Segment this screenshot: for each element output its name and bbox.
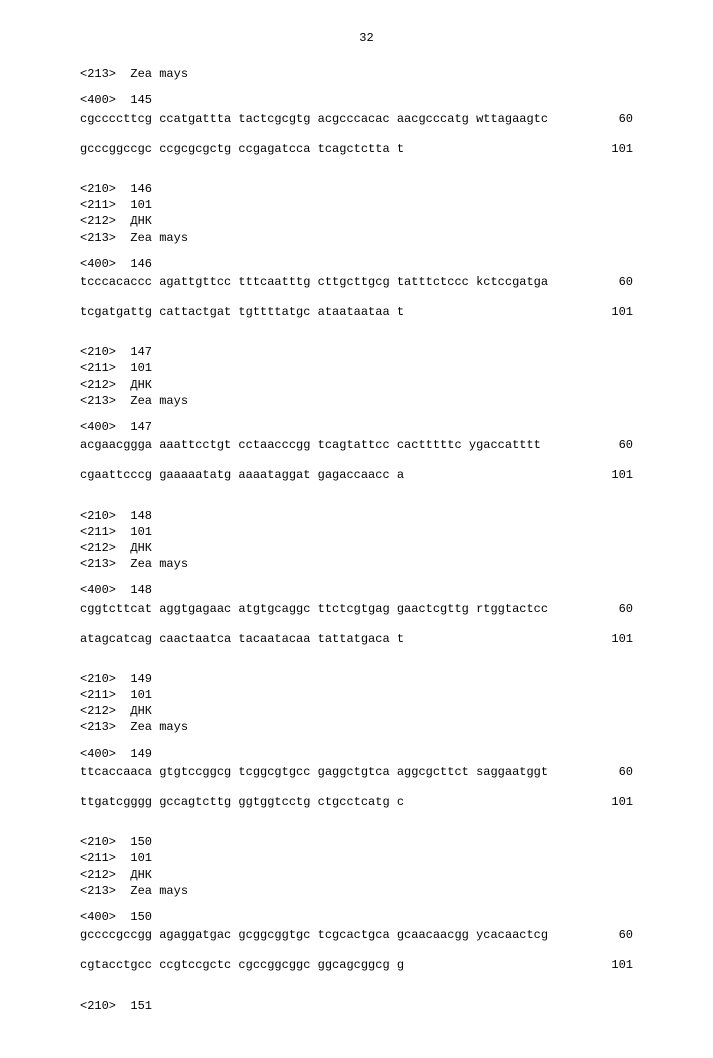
row-gap [80, 129, 653, 139]
sequence-position: 60 [619, 601, 633, 617]
sequence-row: cgccccttcg ccatgattta tactcgcgtg acgccca… [80, 111, 653, 127]
sequence-position: 101 [611, 467, 633, 483]
header-line: <213> Zea mays [80, 556, 653, 572]
sequence-position: 101 [611, 794, 633, 810]
sequence-entry: <210> 150<211> 101<212> ДНК<213> Zea may… [80, 834, 653, 973]
sequence-row: atagcatcag caactaatca tacaatacaa tattatg… [80, 631, 653, 647]
header-line: <210> 151 [80, 998, 653, 1014]
entry-header: <210> 150<211> 101<212> ДНК<213> Zea may… [80, 834, 653, 899]
header-line: <211> 101 [80, 850, 653, 866]
sequence-row: ttcaccaaca gtgtccggcg tcggcgtgcc gaggctg… [80, 764, 653, 780]
sequence-text: tcgatgattg cattactgat tgttttatgc ataataa… [80, 304, 404, 320]
page-container: 32 <213> Zea mays <400> 145 cgccccttcg cca… [0, 0, 713, 1058]
row-gap [80, 782, 653, 792]
sequence-listing: <213> Zea mays <400> 145 cgccccttcg ccatga… [80, 66, 653, 1014]
header-line: <212> ДНК [80, 213, 653, 229]
sequence-row: cggtcttcat aggtgagaac atgtgcaggc ttctcgt… [80, 601, 653, 617]
page-number: 32 [80, 30, 653, 46]
sequence-text: cgccccttcg ccatgattta tactcgcgtg acgccca… [80, 111, 548, 127]
sequence-text: cggtcttcat aggtgagaac atgtgcaggc ttctcgt… [80, 601, 548, 617]
sequence-position: 60 [619, 927, 633, 943]
header-line: <212> ДНК [80, 377, 653, 393]
header-line: <210> 146 [80, 181, 653, 197]
sequence-text: atagcatcag caactaatca tacaatacaa tattatg… [80, 631, 404, 647]
header-line: <210> 148 [80, 508, 653, 524]
entry-header: <210> 147<211> 101<212> ДНК<213> Zea may… [80, 344, 653, 409]
sequence-row: tcgatgattg cattactgat tgttttatgc ataataa… [80, 304, 653, 320]
sequence-row: gcccggccgc ccgcgcgctg ccgagatcca tcagctc… [80, 141, 653, 157]
sequence-text: gcccggccgc ccgcgcgctg ccgagatcca tcagctc… [80, 141, 404, 157]
header-line: <210> 149 [80, 671, 653, 687]
sequence-entry: <210> 149<211> 101<212> ДНК<213> Zea may… [80, 671, 653, 810]
sequence-entry: <210> 148<211> 101<212> ДНК<213> Zea may… [80, 508, 653, 647]
entry-header: <210> 148<211> 101<212> ДНК<213> Zea may… [80, 508, 653, 573]
header-line: <213> Zea mays [80, 393, 653, 409]
sequence-text: ttgatcgggg gccagtcttg ggtggtcctg ctgcctc… [80, 794, 404, 810]
sequence-row: cgaattcccg gaaaaatatg aaaataggat gagacca… [80, 467, 653, 483]
header-line: <210> 147 [80, 344, 653, 360]
sequence-text: cgaattcccg gaaaaatatg aaaataggat gagacca… [80, 467, 404, 483]
entry-header: <210> 149<211> 101<212> ДНК<213> Zea may… [80, 671, 653, 736]
sequence-tag: <400> 150 [80, 909, 653, 925]
row-gap [80, 945, 653, 955]
sequence-text: ttcaccaaca gtgtccggcg tcggcgtgcc gaggctg… [80, 764, 548, 780]
row-gap [80, 455, 653, 465]
sequence-tag: <400> 149 [80, 746, 653, 762]
sequence-entry: <210> 151 [80, 998, 653, 1014]
header-line: <211> 101 [80, 524, 653, 540]
header-line: <211> 101 [80, 197, 653, 213]
sequence-entry: <210> 147<211> 101<212> ДНК<213> Zea may… [80, 344, 653, 483]
sequence-position: 60 [619, 111, 633, 127]
sequence-text: gccccgccgg agaggatgac gcggcggtgc tcgcact… [80, 927, 548, 943]
header-line: <213> Zea mays [80, 66, 653, 82]
sequence-position: 101 [611, 141, 633, 157]
header-line: <210> 150 [80, 834, 653, 850]
entry-header: <210> 146<211> 101<212> ДНК<213> Zea may… [80, 181, 653, 246]
sequence-position: 60 [619, 764, 633, 780]
row-gap [80, 292, 653, 302]
sequence-text: cgtacctgcc ccgtccgctc cgccggcggc ggcagcg… [80, 957, 404, 973]
header-line: <212> ДНК [80, 867, 653, 883]
header-line: <211> 101 [80, 360, 653, 376]
header-line: <212> ДНК [80, 703, 653, 719]
sequence-position: 60 [619, 274, 633, 290]
header-line: <213> Zea mays [80, 719, 653, 735]
sequence-tag: <400> 145 [80, 92, 653, 108]
sequence-text: acgaacggga aaattcctgt cctaacccgg tcagtat… [80, 437, 541, 453]
entry-header: <210> 151 [80, 998, 653, 1014]
sequence-row: acgaacggga aaattcctgt cctaacccgg tcagtat… [80, 437, 653, 453]
row-gap [80, 619, 653, 629]
sequence-text: tcccacaccc agattgttcc tttcaatttg cttgctt… [80, 274, 548, 290]
header-line: <213> Zea mays [80, 230, 653, 246]
sequence-tag: <400> 147 [80, 419, 653, 435]
entry-header: <213> Zea mays [80, 66, 653, 82]
sequence-row: ttgatcgggg gccagtcttg ggtggtcctg ctgcctc… [80, 794, 653, 810]
header-line: <212> ДНК [80, 540, 653, 556]
header-line: <213> Zea mays [80, 883, 653, 899]
sequence-tag: <400> 148 [80, 582, 653, 598]
sequence-position: 101 [611, 631, 633, 647]
sequence-entry: <210> 146<211> 101<212> ДНК<213> Zea may… [80, 181, 653, 320]
sequence-position: 101 [611, 957, 633, 973]
sequence-entry: <213> Zea mays <400> 145 cgccccttcg ccatga… [80, 66, 653, 157]
sequence-row: cgtacctgcc ccgtccgctc cgccggcggc ggcagcg… [80, 957, 653, 973]
sequence-tag: <400> 146 [80, 256, 653, 272]
sequence-position: 60 [619, 437, 633, 453]
header-line: <211> 101 [80, 687, 653, 703]
sequence-row: tcccacaccc agattgttcc tttcaatttg cttgctt… [80, 274, 653, 290]
sequence-row: gccccgccgg agaggatgac gcggcggtgc tcgcact… [80, 927, 653, 943]
sequence-position: 101 [611, 304, 633, 320]
